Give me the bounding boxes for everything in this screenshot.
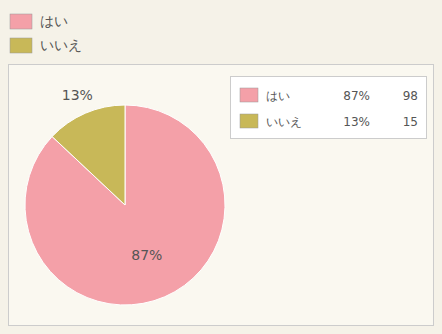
legend-label: いいえ bbox=[40, 37, 82, 53]
pie-slice bbox=[25, 105, 225, 305]
plot-frame bbox=[9, 65, 434, 326]
legend-count: 98 bbox=[403, 89, 418, 103]
legend-box bbox=[231, 77, 427, 139]
top-legend: はいいいえ bbox=[10, 13, 82, 53]
pie-slice bbox=[52, 105, 125, 205]
legend-label: はい bbox=[40, 13, 68, 29]
legend-swatch bbox=[10, 14, 32, 29]
data-label: 13% bbox=[62, 87, 93, 103]
legend-swatch bbox=[240, 88, 258, 102]
chart-container: はいいいえ87%13%はい87%98いいえ13%15 bbox=[0, 0, 442, 334]
data-labels: 87% 13% bbox=[62, 87, 163, 264]
chart-svg: はいいいえ87%13%はい87%98いいえ13%15 bbox=[0, 0, 442, 334]
legend-swatch bbox=[10, 38, 32, 53]
legend-count: 15 bbox=[403, 115, 418, 129]
pie bbox=[25, 105, 225, 305]
legend-percent: 87% bbox=[343, 89, 370, 103]
legend-percent: 13% bbox=[343, 115, 370, 129]
legend-swatch bbox=[240, 114, 258, 128]
legend: はい 87% 98 いいえ 13% 15 bbox=[231, 77, 427, 139]
data-label: 87% bbox=[131, 247, 162, 263]
legend-label: いいえ bbox=[266, 115, 302, 129]
legend-label: はい bbox=[266, 89, 290, 103]
